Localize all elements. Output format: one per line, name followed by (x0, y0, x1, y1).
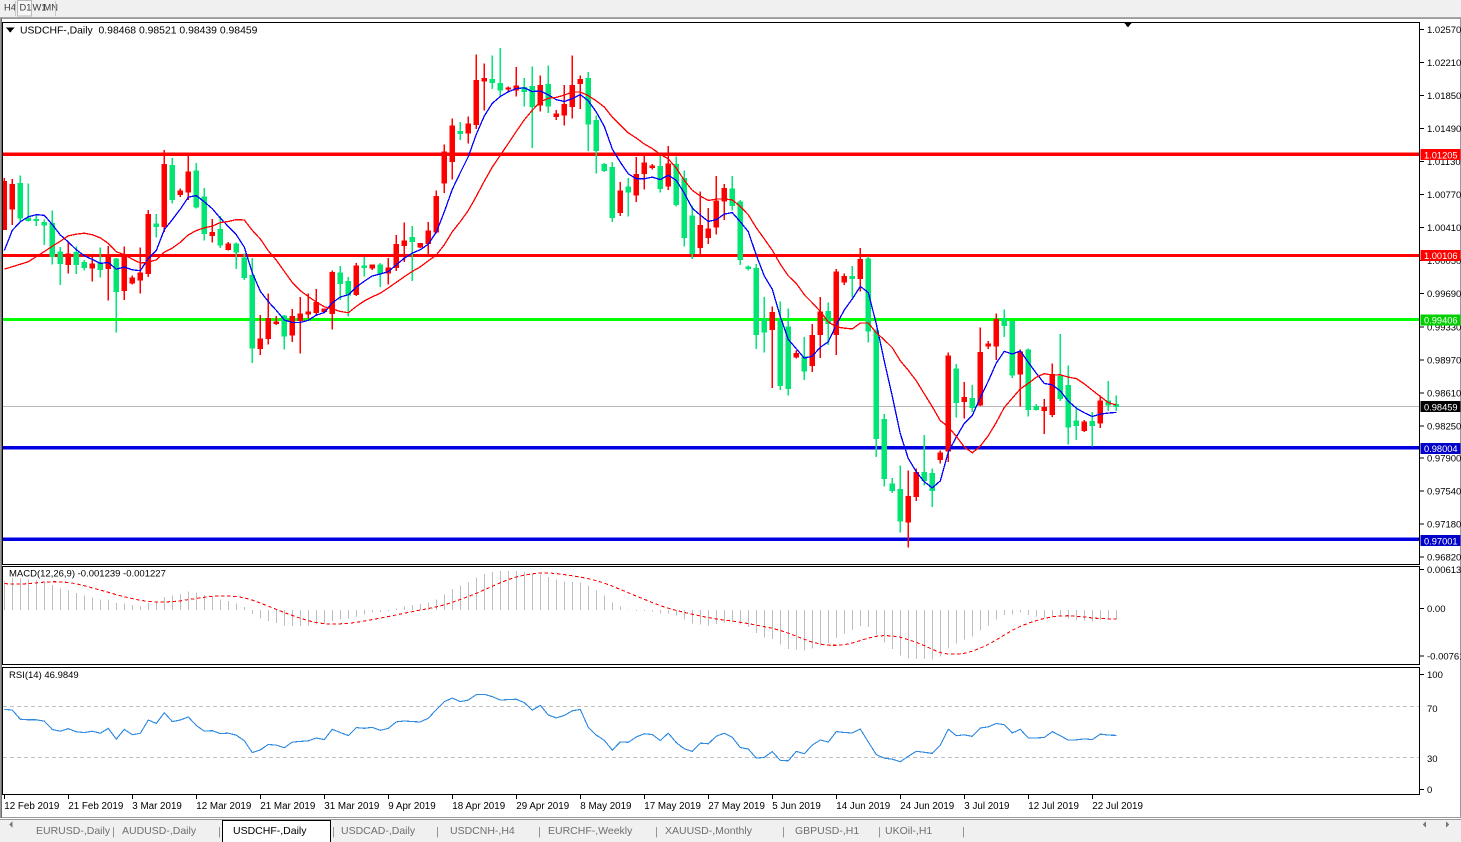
svg-text:MN: MN (44, 3, 58, 13)
svg-text:12 Feb 2019: 12 Feb 2019 (4, 801, 59, 812)
svg-text:12 Mar 2019: 12 Mar 2019 (196, 801, 251, 812)
svg-text:0.00: 0.00 (1427, 604, 1446, 615)
svg-text:|: | (436, 826, 439, 838)
svg-text:|: | (878, 826, 881, 838)
svg-text:|: | (218, 826, 221, 838)
svg-text:|: | (655, 826, 658, 838)
svg-text:27 May 2019: 27 May 2019 (708, 801, 765, 812)
svg-text:|: | (782, 826, 785, 838)
svg-text:29 Apr 2019: 29 Apr 2019 (516, 801, 569, 812)
svg-text:3 Jul 2019: 3 Jul 2019 (964, 801, 1009, 812)
svg-text:0.99690: 0.99690 (1427, 289, 1461, 300)
svg-text:1.01205: 1.01205 (1424, 150, 1458, 160)
svg-text:0: 0 (1427, 785, 1432, 796)
svg-text:70: 70 (1427, 704, 1438, 715)
svg-text:18 Apr 2019: 18 Apr 2019 (452, 801, 505, 812)
svg-text:0.98459: 0.98459 (1424, 402, 1458, 412)
svg-text:EURUSD-,Daily: EURUSD-,Daily (36, 825, 111, 837)
svg-text:D1: D1 (20, 3, 32, 13)
svg-text:0.00613: 0.00613 (1427, 565, 1461, 576)
svg-text:100: 100 (1427, 670, 1443, 681)
svg-text:USDCAD-,Daily: USDCAD-,Daily (341, 825, 416, 837)
svg-text:W1: W1 (33, 3, 47, 13)
svg-text:RSI(14) 46.9849: RSI(14) 46.9849 (9, 670, 79, 681)
svg-text:1.00410: 1.00410 (1427, 223, 1461, 234)
svg-text:AUDUSD-,Daily: AUDUSD-,Daily (122, 825, 197, 837)
svg-text:USDCHF-,Daily 0.98468 0.98521: USDCHF-,Daily 0.98468 0.98521 0.98439 0.… (20, 26, 258, 37)
svg-text:EURCHF-,Weekly: EURCHF-,Weekly (548, 825, 633, 837)
svg-text:22 Jul 2019: 22 Jul 2019 (1092, 801, 1143, 812)
svg-text:MACD(12,26,9) -0.001239 -0.001: MACD(12,26,9) -0.001239 -0.001227 (9, 569, 166, 580)
svg-text:|: | (538, 826, 541, 838)
svg-text:1.00050: 1.00050 (1427, 256, 1461, 267)
svg-text:0.98004: 0.98004 (1424, 444, 1458, 454)
svg-text:0.99330: 0.99330 (1427, 322, 1461, 333)
svg-text:0.98250: 0.98250 (1427, 421, 1461, 432)
svg-text:8 May 2019: 8 May 2019 (580, 801, 631, 812)
svg-text:17 May 2019: 17 May 2019 (644, 801, 701, 812)
svg-text:3 Mar 2019: 3 Mar 2019 (132, 801, 182, 812)
svg-text:0.99406: 0.99406 (1424, 316, 1458, 326)
svg-text:21 Feb 2019: 21 Feb 2019 (68, 801, 123, 812)
svg-text:USDCHF-,Daily: USDCHF-,Daily (233, 825, 307, 837)
svg-text:31 Mar 2019: 31 Mar 2019 (324, 801, 379, 812)
svg-text:1.02570: 1.02570 (1427, 25, 1461, 36)
svg-text:XAUUSD-,Monthly: XAUUSD-,Monthly (665, 825, 753, 837)
svg-text:-0.00761: -0.00761 (1427, 651, 1461, 662)
svg-text:|: | (112, 826, 115, 838)
svg-text:5 Jun 2019: 5 Jun 2019 (772, 801, 820, 812)
svg-text:0.98970: 0.98970 (1427, 355, 1461, 366)
svg-text:12 Jul 2019: 12 Jul 2019 (1028, 801, 1079, 812)
svg-text:1.01850: 1.01850 (1427, 91, 1461, 102)
svg-text:14 Jun 2019: 14 Jun 2019 (836, 801, 890, 812)
svg-text:0.97900: 0.97900 (1427, 454, 1461, 465)
svg-text:9 Apr 2019: 9 Apr 2019 (388, 801, 435, 812)
svg-text:30: 30 (1427, 754, 1438, 765)
svg-text:H4: H4 (4, 3, 16, 13)
svg-text:1.00106: 1.00106 (1424, 251, 1458, 261)
svg-text:|: | (332, 826, 335, 838)
svg-text:1.01490: 1.01490 (1427, 124, 1461, 135)
svg-text:0.98610: 0.98610 (1427, 388, 1461, 399)
svg-text:|: | (962, 826, 965, 838)
svg-text:0.97180: 0.97180 (1427, 520, 1461, 531)
svg-text:1.01130: 1.01130 (1427, 157, 1461, 168)
svg-text:0.97001: 0.97001 (1424, 536, 1458, 546)
svg-text:0.97540: 0.97540 (1427, 487, 1461, 498)
svg-text:UKOil-,H1: UKOil-,H1 (885, 825, 932, 837)
svg-text:GBPUSD-,H1: GBPUSD-,H1 (795, 825, 859, 837)
svg-text:1.00770: 1.00770 (1427, 190, 1461, 201)
svg-text:21 Mar 2019: 21 Mar 2019 (260, 801, 315, 812)
svg-text:1.02210: 1.02210 (1427, 58, 1461, 69)
svg-text:0.96820: 0.96820 (1427, 553, 1461, 564)
svg-text:USDCNH-,H4: USDCNH-,H4 (450, 825, 515, 837)
svg-text:24 Jun 2019: 24 Jun 2019 (900, 801, 954, 812)
